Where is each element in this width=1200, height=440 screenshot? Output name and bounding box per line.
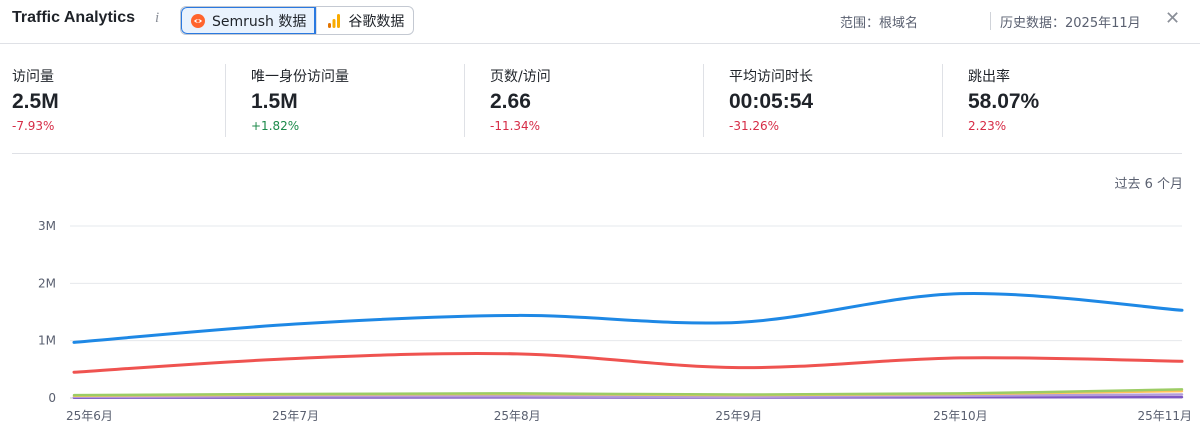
series-line-1[interactable] [72,291,1184,344]
metric-change: 2.23% [968,119,1007,133]
close-icon[interactable]: ✕ [1165,8,1181,29]
metric-divider [703,64,704,137]
header-divider [990,12,991,30]
metrics-divider [12,153,1182,154]
semrush-icon [190,13,206,29]
metric-value: 58.07% [968,90,1040,113]
metric-label: 平均访问时长 [729,69,813,85]
metric-change: +1.82% [251,119,300,133]
metric-pages-per-visit[interactable]: 页数/访问 2.66 -11.34% [490,66,551,133]
google-analytics-icon [326,13,342,29]
metric-label: 页数/访问 [490,69,551,85]
x-tick-label: 25年8月 [494,409,541,423]
metric-value: 2.66 [490,90,531,113]
grid-layer: 0 1M 2M 3M [38,219,1182,405]
series-line-3[interactable] [72,388,1184,397]
y-tick-label: 0 [48,391,56,405]
app-title: Traffic Analytics [12,9,136,26]
data-source-switch: Semrush 数据 谷歌数据 [180,6,415,35]
x-tick-label: 25年6月 [66,409,113,423]
tab-google-data[interactable]: 谷歌数据 [316,7,413,34]
metric-unique-visitors[interactable]: 唯一身份访问量 1.5M +1.82% [251,66,349,133]
tab-google-label: 谷歌数据 [348,13,405,30]
x-tick-label: 25年7月 [272,409,319,423]
metric-divider [942,64,943,137]
metric-label: 唯一身份访问量 [251,69,349,85]
x-tick-label: 25年9月 [715,409,762,423]
info-icon[interactable]: i [155,10,160,26]
series-layer [72,291,1184,399]
history-label[interactable]: 历史数据：2025年11月 [1000,16,1141,31]
metric-change: -31.26% [729,119,780,133]
metric-label: 访问量 [12,69,54,85]
y-tick-label: 2M [38,276,56,290]
metric-change: -11.34% [490,119,541,133]
metric-value: 00:05:54 [729,90,814,113]
tab-semrush-label: Semrush 数据 [212,13,307,30]
header-bar: Traffic Analytics i Semrush 数据 谷歌数据 [0,0,1200,44]
metric-visits[interactable]: 访问量 2.5M -7.93% [12,66,59,133]
metric-label: 跳出率 [968,69,1010,85]
traffic-line-chart: 0 1M 2M 3M 25年6月 25年7月 25年8月 25年9月 25年10月 25年11月 [38,219,1192,423]
x-tick-label: 25年11月 [1137,409,1192,423]
y-tick-label: 1M [38,334,56,348]
metric-change: -7.93% [12,119,55,133]
metric-divider [464,64,465,137]
y-tick-label: 3M [38,219,56,233]
metric-divider [225,64,226,137]
metrics-summary: 访问量 2.5M -7.93% 唯一身份访问量 1.5M +1.82% 页数/访… [0,44,1200,155]
scope-label[interactable]: 范围：根域名 [840,16,919,31]
metric-bounce-rate[interactable]: 跳出率 58.07% 2.23% [968,66,1039,133]
x-tick-label: 25年10月 [933,409,988,423]
metric-avg-visit-duration[interactable]: 平均访问时长 00:05:54 -31.26% [729,66,813,133]
x-axis-labels: 25年6月 25年7月 25年8月 25年9月 25年10月 25年11月 [66,409,1192,423]
series-line-5[interactable] [72,393,1184,399]
metric-value: 1.5M [251,90,298,113]
series-line-2[interactable] [72,351,1184,374]
metric-value: 2.5M [12,90,59,113]
period-selector[interactable]: 过去 6 个月 [1114,177,1183,192]
tab-semrush-data[interactable]: Semrush 数据 [181,7,317,34]
